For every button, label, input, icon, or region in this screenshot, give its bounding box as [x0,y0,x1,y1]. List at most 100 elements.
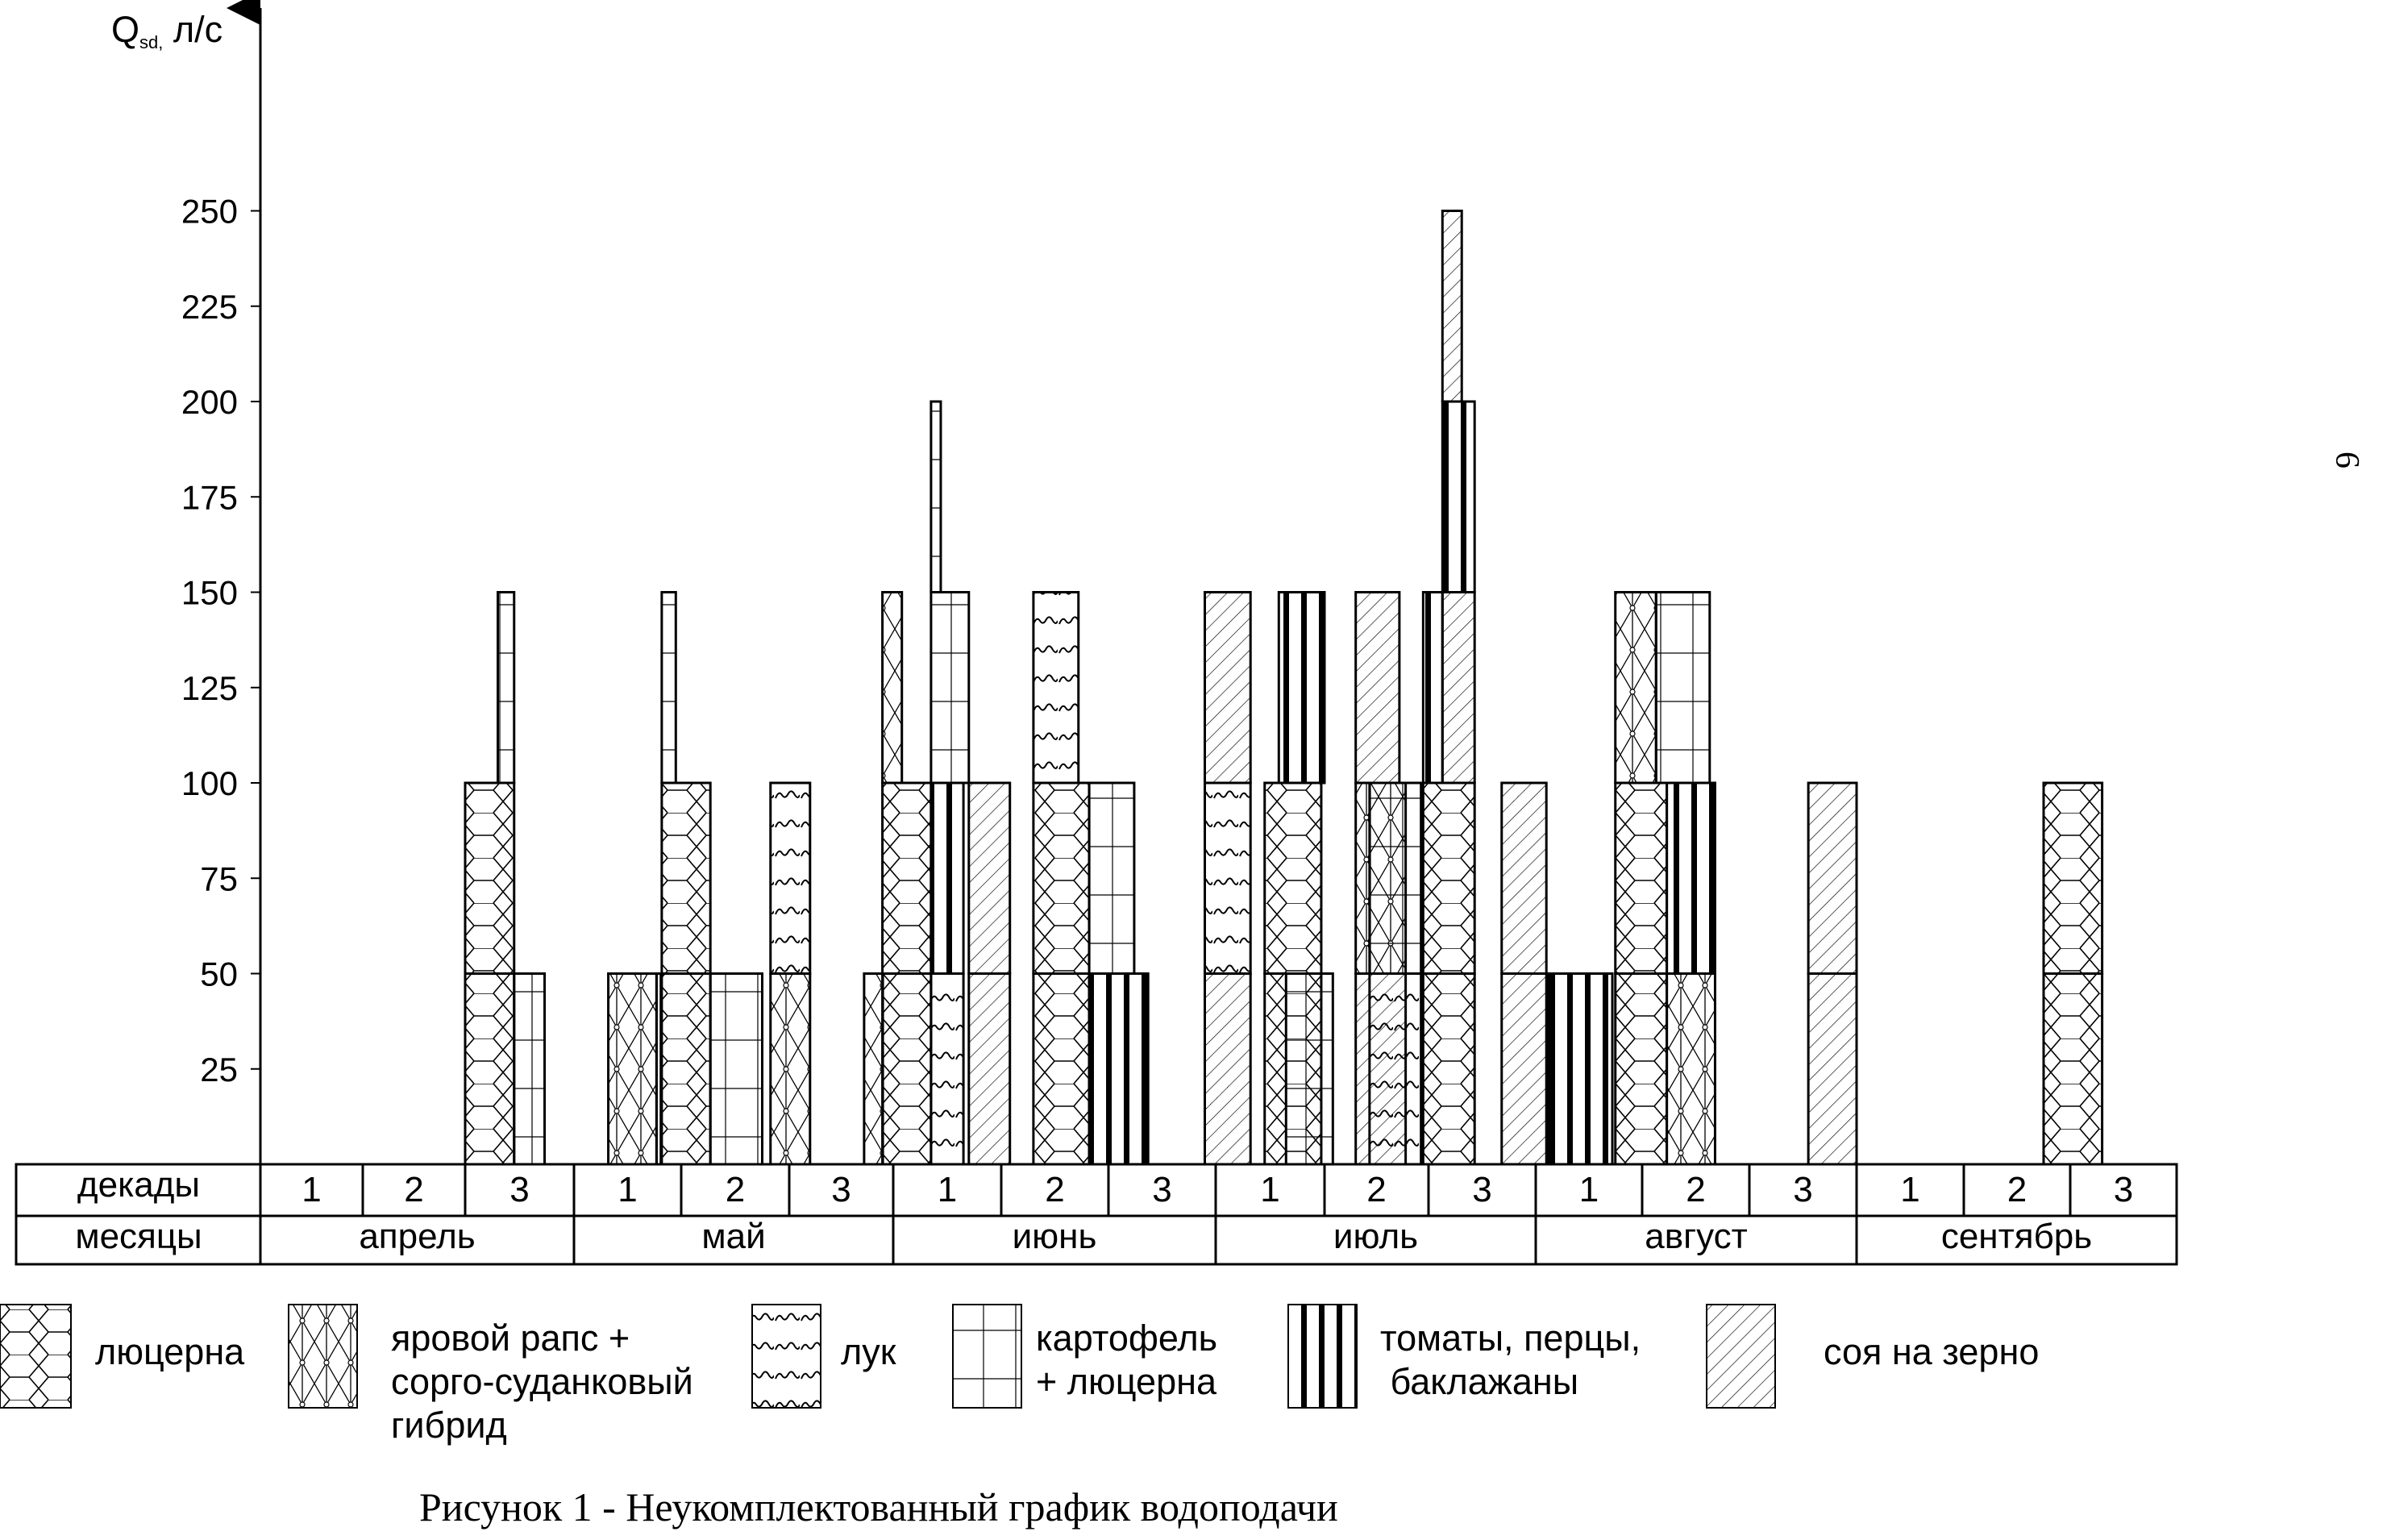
decade-label: 1 [1579,1170,1599,1209]
bar-soy [1441,591,1476,785]
y-tick-label: 200 [181,383,238,421]
decade-label: 2 [1366,1170,1386,1209]
bar-potato [930,591,971,785]
bar-potato [497,591,516,785]
decade-label: 1 [618,1170,637,1209]
bar-rape [1614,591,1657,785]
bar-rape [881,591,904,785]
bar-soy [1807,781,1858,975]
bar-rape [863,972,884,1166]
y-tick-label: 250 [181,193,238,231]
legend-swatch-alfalfa [0,1304,72,1409]
bar-alfalfa [1032,972,1091,1166]
decade-label: 2 [1045,1170,1064,1209]
legend-label-onion: лук [841,1331,896,1372]
row-label-months: месяцы [75,1217,202,1256]
bar-alfalfa [660,781,712,975]
legend-label-alfalfa: люцерна [95,1331,245,1372]
legend-swatch-rape [288,1304,358,1409]
row-label-decades: декады [77,1165,200,1205]
bar-soy [1500,781,1548,975]
figure-caption: Рисунок 1 - Неукомплектованный график во… [419,1484,1338,1530]
y-tick-label: 100 [181,764,238,802]
y-tick-label: 225 [181,288,238,326]
legend-label-tomato: томаты, перцы, баклажаны [1380,1317,1641,1402]
bar-tomato [655,972,663,1166]
decade-label: 3 [1152,1170,1171,1209]
legend-swatch-onion [751,1304,821,1409]
bar-alfalfa [2042,972,2104,1166]
decade-label: 1 [1260,1170,1279,1209]
legend-swatch-tomato [1287,1304,1358,1409]
bar-tomato [1088,972,1150,1166]
y-tick-label: 25 [200,1051,238,1088]
decade-label: 3 [1472,1170,1491,1209]
legend-swatch-potato [952,1304,1022,1409]
month-label: июнь [1013,1217,1097,1256]
bar-onion [769,781,812,975]
legend-label-potato: картофель + люцерна [1036,1317,1218,1402]
bar-potato [930,400,942,593]
bar-potato [1284,972,1334,1166]
bar-onion [1368,972,1423,1166]
y-tick-label: 50 [200,955,238,993]
bar-soy [1500,972,1548,1166]
bar-potato [1368,781,1423,975]
legend-label-soy: соя на зерно [1824,1331,2040,1372]
bar-alfalfa [1614,781,1669,975]
bar-rape [607,972,658,1166]
bar-potato [1654,591,1711,785]
bar-onion [930,972,965,1166]
bar-soy [1354,591,1401,785]
decade-label: 3 [2114,1170,2133,1209]
decade-label: 1 [938,1170,957,1209]
bar-tomato [1277,591,1326,785]
decade-label: 2 [1686,1170,1705,1209]
bar-alfalfa [660,972,712,1166]
legend-swatch-soy [1706,1304,1776,1409]
bar-alfalfa [881,972,933,1166]
bar-alfalfa [1421,781,1476,975]
bar-alfalfa [1032,781,1091,975]
y-tick-label: 150 [181,574,238,612]
decade-label: 3 [509,1170,529,1209]
bar-rape [769,972,812,1166]
bar-tomato [930,781,965,975]
bar-alfalfa [1263,781,1323,975]
y-axis-label: Qsd, л/с [111,9,223,52]
x-table [15,1163,2178,1266]
decade-label: 3 [1793,1170,1812,1209]
bar-soy [967,972,1012,1166]
legend-label-rape: яровой рапс + сорго-суданковый гибрид [391,1317,693,1446]
decade-label: 2 [2007,1170,2027,1209]
bar-onion [1204,781,1252,975]
bar-soy [1807,972,1858,1166]
page-number: 6 [2328,452,2365,468]
bar-soy [967,781,1012,975]
bar-tomato [1666,781,1716,975]
bar-onion [1032,591,1080,785]
month-label: август [1645,1217,1748,1256]
bar-soy [1441,210,1463,403]
bar-alfalfa [464,781,516,975]
bar-potato [513,972,547,1166]
month-label: сентябрь [1941,1217,2092,1256]
decade-label: 3 [831,1170,850,1209]
bar-tomato [1547,972,1614,1166]
bar-alfalfa [881,781,933,975]
bar-alfalfa [2042,781,2104,975]
y-tick-label: 75 [200,859,238,897]
month-label: май [701,1217,765,1256]
bar-tomato [1441,400,1476,593]
bar-potato [709,972,763,1166]
decade-label: 1 [302,1170,321,1209]
decade-label: 1 [1900,1170,1919,1209]
bar-tomato [1421,591,1444,785]
bar-potato [1088,781,1136,975]
bar-alfalfa [464,972,516,1166]
bar-soy [1204,591,1252,785]
bar-rape [1666,972,1716,1166]
month-label: июль [1333,1217,1418,1256]
y-tick-label: 175 [181,478,238,516]
